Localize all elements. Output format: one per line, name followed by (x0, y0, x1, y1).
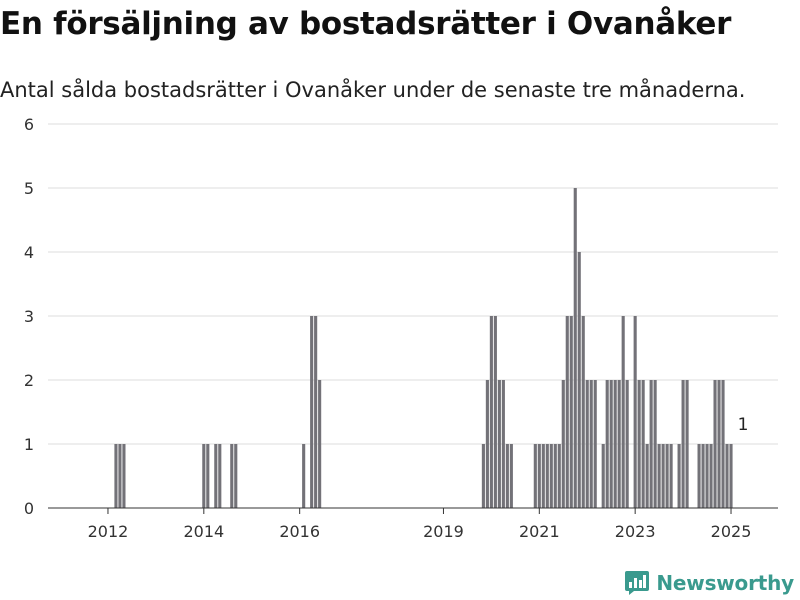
bar (613, 380, 617, 508)
bar (549, 444, 553, 508)
bar (509, 444, 513, 508)
bar (641, 380, 645, 508)
x-tick-label: 2023 (615, 522, 656, 541)
bar (114, 444, 118, 508)
x-tick-label: 2014 (183, 522, 224, 541)
bar (314, 316, 318, 508)
x-tick-label: 2021 (519, 522, 560, 541)
bar (218, 444, 222, 508)
bar (537, 444, 541, 508)
bar (621, 316, 625, 508)
y-tick-label: 1 (24, 435, 34, 454)
y-tick-label: 2 (24, 371, 34, 390)
bar (601, 444, 605, 508)
bar (665, 444, 669, 508)
brand-logo: Newsworthy (624, 570, 794, 596)
bar (661, 444, 665, 508)
bar (657, 444, 661, 508)
bar (310, 316, 314, 508)
bar (685, 380, 689, 508)
bar (721, 380, 725, 508)
bar (725, 444, 729, 508)
bar (545, 444, 549, 508)
x-tick-label: 2025 (711, 522, 752, 541)
bar (637, 380, 641, 508)
bar (645, 444, 649, 508)
bar (230, 444, 234, 508)
bar (505, 444, 509, 508)
y-tick-label: 6 (24, 115, 34, 134)
y-tick-label: 0 (24, 499, 34, 518)
bar (234, 444, 238, 508)
bar (481, 444, 485, 508)
bar (497, 380, 501, 508)
chart-title: En försäljning av bostadsrätter i Ovanåk… (0, 6, 732, 42)
bar (122, 444, 126, 508)
x-tick-label: 2019 (423, 522, 464, 541)
bar (717, 380, 721, 508)
bar (681, 380, 685, 508)
bar (533, 444, 537, 508)
bar (202, 444, 206, 508)
bar (705, 444, 709, 508)
y-tick-label: 3 (24, 307, 34, 326)
bar (573, 188, 577, 508)
bar (585, 380, 589, 508)
bar (206, 444, 210, 508)
bar (569, 316, 573, 508)
bar (318, 380, 322, 508)
bar (633, 316, 637, 508)
bar (625, 380, 629, 508)
bar (581, 316, 585, 508)
bar (677, 444, 681, 508)
bar (701, 444, 705, 508)
bar (561, 380, 565, 508)
bar (557, 444, 561, 508)
bar (489, 316, 493, 508)
bar (649, 380, 653, 508)
bar (214, 444, 218, 508)
bar (617, 380, 621, 508)
bar (577, 252, 581, 508)
bar (302, 444, 306, 508)
bar (593, 380, 597, 508)
bar (118, 444, 122, 508)
bar (609, 380, 613, 508)
bar (485, 380, 489, 508)
brand-name: Newsworthy (656, 571, 794, 595)
bar (541, 444, 545, 508)
chart-subtitle: Antal sålda bostadsrätter i Ovanåker und… (0, 78, 746, 102)
bar (713, 380, 717, 508)
data-label: 1 (738, 415, 749, 435)
bar (589, 380, 593, 508)
bar (653, 380, 657, 508)
bar (709, 444, 713, 508)
bar (605, 380, 609, 508)
x-tick-label: 2016 (279, 522, 320, 541)
bar (729, 444, 733, 508)
bar (501, 380, 505, 508)
bar (553, 444, 557, 508)
bar (565, 316, 569, 508)
y-tick-label: 4 (24, 243, 34, 262)
bar (697, 444, 701, 508)
y-tick-label: 5 (24, 179, 34, 198)
bar (669, 444, 673, 508)
newsworthy-logo-icon (625, 571, 650, 595)
x-tick-label: 2012 (88, 522, 129, 541)
bar (493, 316, 497, 508)
